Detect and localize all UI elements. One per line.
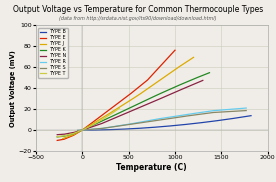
Legend: TYPE B, TYPE E, TYPE J, TYPE K, TYPE N, TYPE R, TYPE S, TYPE T: TYPE B, TYPE E, TYPE J, TYPE K, TYPE N, …: [38, 28, 68, 78]
X-axis label: Temperature (C): Temperature (C): [116, 163, 187, 172]
TYPE R: [96, 128, 100, 130]
TYPE J: [155, 81, 159, 83]
TYPE R: [131, 122, 134, 125]
TYPE B: [187, 123, 190, 125]
TYPE S: [143, 121, 146, 123]
TYPE B: [202, 121, 206, 123]
TYPE K: [208, 72, 211, 74]
TYPE N: [73, 131, 76, 133]
TYPE S: [198, 113, 201, 115]
TYPE J: [104, 115, 107, 117]
Line: TYPE T: TYPE T: [57, 108, 119, 137]
TYPE K: [55, 136, 59, 138]
TYPE B: [250, 115, 253, 117]
Line: TYPE J: TYPE J: [63, 57, 193, 139]
Line: TYPE S: TYPE S: [78, 111, 246, 130]
TYPE B: [147, 126, 151, 129]
Line: TYPE R: TYPE R: [78, 108, 246, 130]
TYPE T: [63, 135, 66, 137]
TYPE T: [76, 131, 79, 133]
TYPE J: [77, 131, 80, 133]
TYPE S: [182, 115, 185, 118]
TYPE R: [198, 112, 201, 114]
TYPE E: [140, 83, 144, 86]
Line: TYPE E: TYPE E: [57, 50, 175, 141]
TYPE N: [147, 102, 150, 105]
TYPE J: [113, 109, 116, 111]
TYPE E: [94, 119, 97, 121]
TYPE J: [61, 138, 64, 140]
TYPE J: [143, 89, 147, 92]
Text: Output Voltage vs Temperature for Common Thermocouple Types: Output Voltage vs Temperature for Common…: [13, 5, 263, 14]
TYPE K: [166, 89, 169, 91]
TYPE E: [141, 83, 144, 85]
Line: TYPE K: TYPE K: [57, 73, 209, 137]
TYPE S: [245, 110, 248, 112]
TYPE K: [74, 132, 77, 134]
TYPE S: [76, 129, 79, 131]
TYPE N: [161, 96, 165, 98]
Line: TYPE B: TYPE B: [82, 116, 251, 130]
TYPE T: [55, 136, 59, 138]
TYPE B: [81, 129, 84, 131]
TYPE T: [118, 107, 121, 109]
TYPE K: [166, 89, 169, 92]
TYPE S: [131, 123, 134, 125]
TYPE E: [102, 113, 105, 115]
TYPE T: [101, 118, 104, 120]
TYPE T: [80, 129, 83, 131]
TYPE K: [151, 96, 155, 98]
TYPE N: [161, 97, 164, 99]
TYPE N: [201, 79, 205, 82]
TYPE B: [203, 121, 206, 123]
TYPE T: [100, 118, 104, 121]
TYPE J: [192, 56, 195, 58]
TYPE E: [173, 49, 177, 51]
TYPE R: [198, 111, 202, 114]
TYPE B: [101, 129, 104, 131]
TYPE S: [96, 128, 100, 130]
TYPE R: [182, 114, 185, 116]
Y-axis label: Output Voltage (mV): Output Voltage (mV): [10, 50, 16, 127]
Line: TYPE N: TYPE N: [57, 80, 203, 135]
TYPE R: [245, 107, 248, 109]
TYPE J: [156, 80, 160, 83]
Text: (data from http://srdata.nist.gov/its90/download/download.html): (data from http://srdata.nist.gov/its90/…: [59, 16, 217, 21]
TYPE R: [76, 129, 79, 131]
TYPE E: [130, 92, 133, 94]
TYPE N: [113, 117, 116, 119]
TYPE R: [143, 120, 146, 122]
TYPE S: [198, 113, 202, 115]
TYPE K: [116, 113, 119, 115]
TYPE B: [136, 127, 139, 130]
TYPE T: [95, 122, 98, 124]
TYPE N: [103, 121, 106, 123]
TYPE E: [70, 135, 73, 137]
TYPE K: [105, 118, 108, 120]
TYPE N: [55, 134, 59, 136]
TYPE E: [55, 139, 59, 142]
